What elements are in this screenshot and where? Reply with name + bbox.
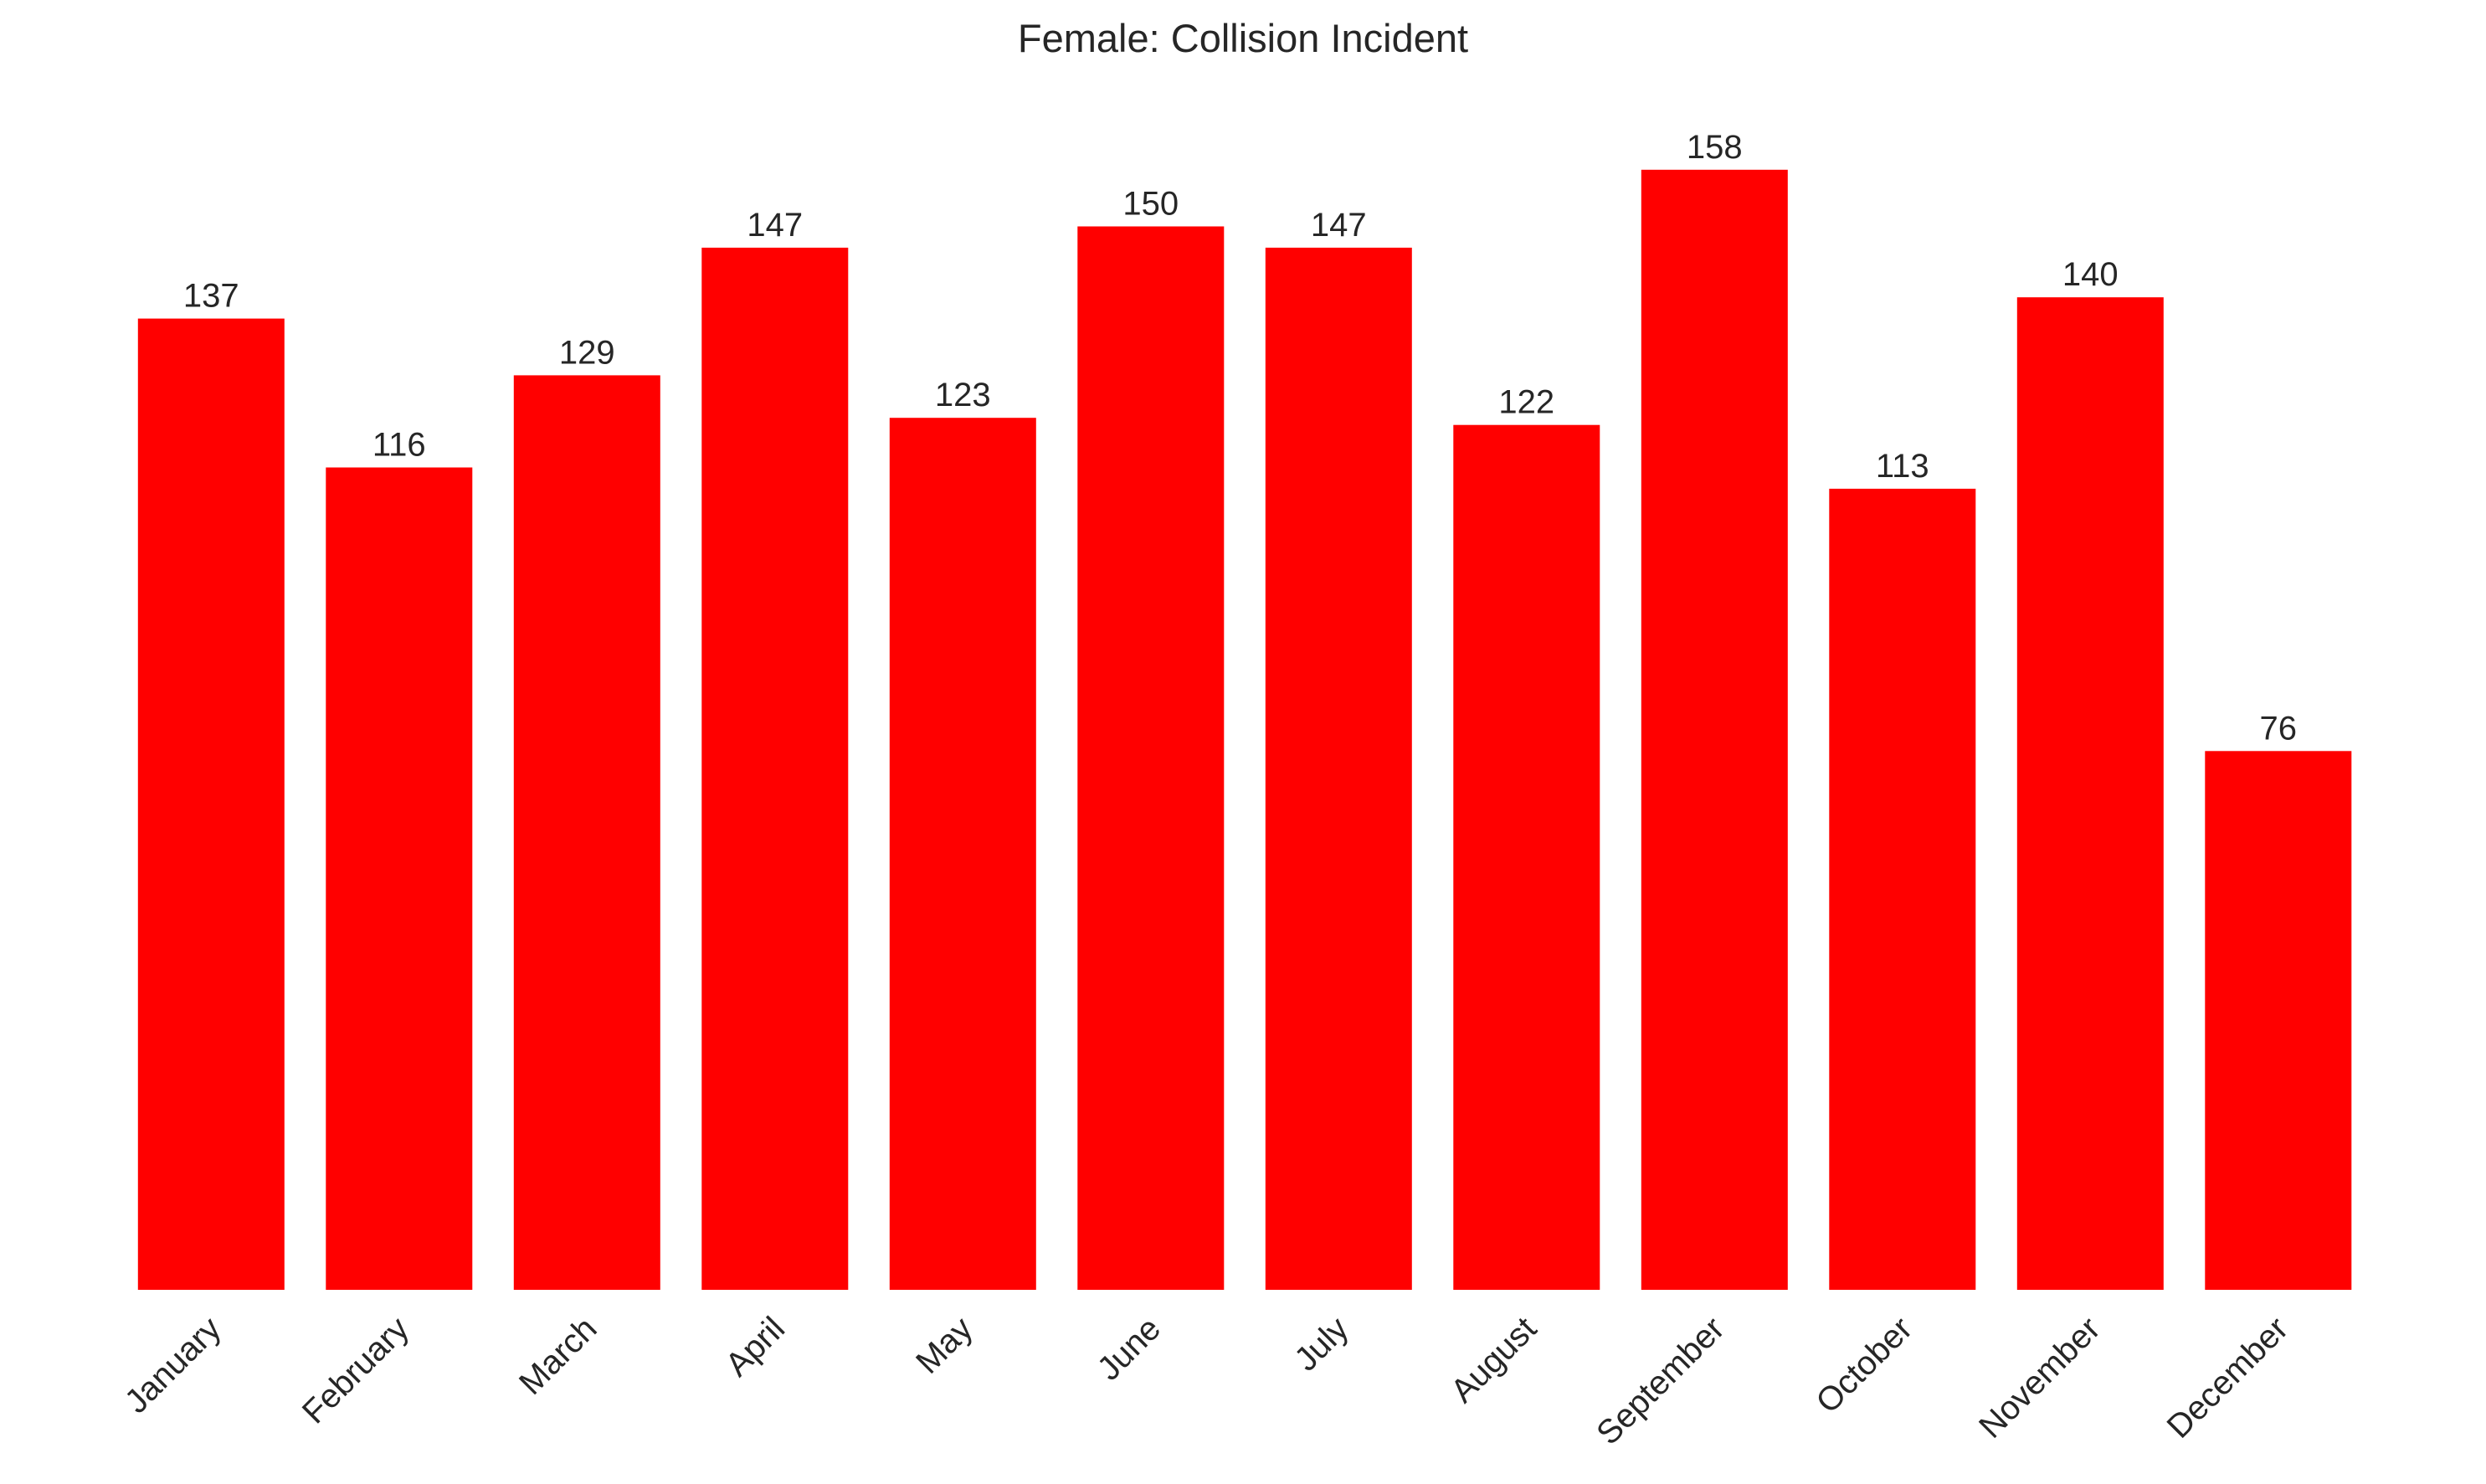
x-tick-label-february: February <box>295 1310 416 1430</box>
bar-october <box>1829 488 1976 1290</box>
x-tick-label-january: January <box>118 1310 229 1420</box>
value-label-may: 123 <box>935 377 991 413</box>
value-label-november: 140 <box>2062 256 2119 293</box>
bar-august <box>1453 424 1600 1291</box>
bar-december <box>2205 751 2352 1290</box>
value-labels-layer: 137 116 129 147 123 150 147 122 158 113 140 76 <box>183 129 2297 747</box>
value-label-december: 76 <box>2260 710 2298 747</box>
bar-april <box>701 247 849 1290</box>
chart-title: Female: Collision Incident <box>1018 16 1468 60</box>
value-label-august: 122 <box>1498 384 1554 421</box>
value-label-july: 147 <box>1311 207 1367 244</box>
bar-july <box>1265 247 1412 1290</box>
x-tick-label-august: August <box>1444 1310 1543 1410</box>
bar-february <box>326 467 473 1290</box>
x-tick-labels-layer: January February March April May June July Augu… <box>118 1310 2295 1451</box>
bar-march <box>513 375 660 1290</box>
value-label-june: 150 <box>1122 186 1179 223</box>
value-label-september: 158 <box>1687 129 1743 166</box>
bar-january <box>137 318 285 1291</box>
x-tick-label-march: March <box>512 1310 604 1402</box>
value-label-february: 116 <box>372 427 426 464</box>
x-tick-label-october: October <box>1809 1310 1919 1420</box>
x-tick-label-june: June <box>1091 1310 1168 1387</box>
x-tick-label-may: May <box>909 1310 980 1381</box>
value-label-january: 137 <box>183 278 239 315</box>
bar-may <box>889 418 1036 1291</box>
bar-june <box>1077 226 1225 1290</box>
x-tick-label-december: December <box>2160 1310 2296 1445</box>
value-label-october: 113 <box>1876 448 1929 485</box>
value-label-march: 129 <box>559 334 615 371</box>
x-tick-label-july: July <box>1287 1310 1355 1378</box>
bars-layer <box>137 169 2352 1291</box>
bar-november <box>2016 297 2164 1291</box>
bar-september <box>1641 169 1788 1290</box>
x-tick-label-september: September <box>1590 1310 1731 1451</box>
value-label-april: 147 <box>747 207 803 244</box>
x-tick-label-april: April <box>718 1310 792 1384</box>
x-tick-label-november: November <box>1972 1310 2108 1445</box>
